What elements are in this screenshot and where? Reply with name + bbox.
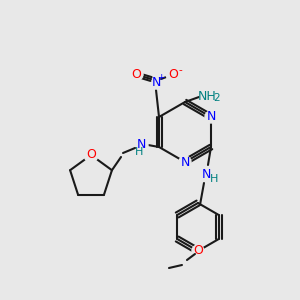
Circle shape xyxy=(149,75,163,89)
Circle shape xyxy=(205,111,217,123)
Text: N: N xyxy=(136,139,146,152)
Text: N: N xyxy=(151,76,161,88)
Text: +: + xyxy=(157,73,165,82)
Text: N: N xyxy=(206,110,216,124)
Circle shape xyxy=(134,138,148,152)
Circle shape xyxy=(166,66,182,82)
Text: O: O xyxy=(86,148,96,161)
Circle shape xyxy=(84,148,98,162)
Text: N: N xyxy=(201,169,211,182)
Circle shape xyxy=(199,168,213,182)
Circle shape xyxy=(129,67,143,81)
Text: O: O xyxy=(168,68,178,80)
Circle shape xyxy=(179,156,191,168)
Text: -: - xyxy=(178,65,182,75)
Text: O: O xyxy=(193,244,203,257)
Text: N: N xyxy=(180,155,190,169)
Text: NH: NH xyxy=(198,91,216,103)
Text: H: H xyxy=(135,147,143,157)
Text: H: H xyxy=(210,174,218,184)
Circle shape xyxy=(192,245,204,257)
Text: O: O xyxy=(131,68,141,80)
Text: 2: 2 xyxy=(213,93,220,103)
Circle shape xyxy=(200,88,218,106)
